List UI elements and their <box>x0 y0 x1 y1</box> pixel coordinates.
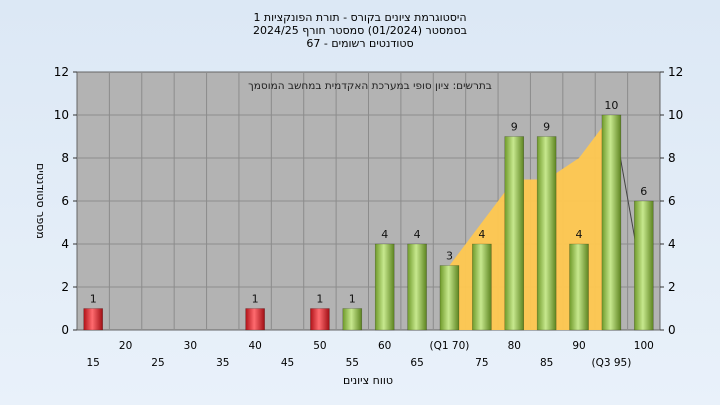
bar-75 <box>472 243 492 331</box>
data-label: 4 <box>478 228 485 241</box>
bar-170 <box>439 265 460 331</box>
y-tick-label-left: 6 <box>61 194 69 208</box>
y-tick-label-left: 10 <box>54 108 69 122</box>
data-label: 1 <box>252 293 259 306</box>
data-label: 9 <box>511 121 518 134</box>
bar-40 <box>245 308 265 331</box>
y-tick-label-left: 0 <box>61 323 69 337</box>
x-tick-label: 75 <box>475 357 488 369</box>
y-tick-label-right: 6 <box>668 194 676 208</box>
y-tick-label-right: 2 <box>668 280 676 294</box>
data-label: 4 <box>576 228 583 241</box>
x-tick-label: 40 <box>248 340 261 352</box>
y-tick-label-right: 8 <box>668 151 676 165</box>
y-tick-label-right: 10 <box>668 108 683 122</box>
bar-90 <box>569 243 589 331</box>
bar-80 <box>504 136 524 331</box>
bar-60 <box>374 243 395 331</box>
y-tick-label-right: 4 <box>668 237 676 251</box>
bar-55 <box>342 308 363 331</box>
data-label: 4 <box>414 228 421 241</box>
x-tick-label: 20 <box>119 340 132 352</box>
x-tick-label: 60 <box>378 340 391 352</box>
y-tick-label-left: 12 <box>54 65 69 79</box>
bar-65 <box>407 243 427 331</box>
x-tick-label: 55 <box>346 357 359 369</box>
x-tick-label: 15 <box>87 357 100 369</box>
x-axis-title: טווח ציונים <box>343 374 393 387</box>
y-tick-label-right: 0 <box>668 323 676 337</box>
data-label: 3 <box>446 250 453 263</box>
bar-15 <box>83 308 103 331</box>
x-tick-label: 30 <box>184 340 197 352</box>
x-tick-label: (Q3 95) <box>591 357 631 369</box>
x-tick-label: 90 <box>572 340 585 352</box>
data-label: 1 <box>90 293 97 306</box>
y-tick-label-left: 4 <box>61 237 69 251</box>
x-tick-label: 65 <box>410 357 423 369</box>
x-tick-label: 45 <box>281 357 294 369</box>
axes: 0 0 2 2 4 4 6 6 8 8 10 10 12 12 15 20 25 30 35 40 45 50 55 60 65… <box>54 65 684 369</box>
chart-title-line-1: היסטוגרמת ציונים בקורס - תורת הפונקציות … <box>253 11 467 24</box>
y-tick-label-right: 12 <box>668 65 683 79</box>
x-tick-label: 50 <box>313 340 326 352</box>
x-tick-label: 85 <box>540 357 553 369</box>
data-label: 6 <box>640 185 647 198</box>
x-tick-label: (Q1 70) <box>430 340 470 352</box>
x-tick-label: 25 <box>151 357 164 369</box>
bar-100 <box>634 200 654 331</box>
y-tick-label-left: 8 <box>61 151 69 165</box>
bar-395 <box>601 114 622 331</box>
data-label: 10 <box>604 99 618 112</box>
data-label: 1 <box>316 293 323 306</box>
chart-title-line-2: בסמסטר (01/2024) סמסטר חורף 2024/25 <box>253 24 467 37</box>
bar-85 <box>536 136 557 331</box>
bars <box>83 114 654 331</box>
data-label: 4 <box>381 228 388 241</box>
data-label: 1 <box>349 293 356 306</box>
y-tick-label-left: 2 <box>61 280 69 294</box>
x-tick-label: 80 <box>508 340 521 352</box>
chart-annotation: בתרשים: ציון סופי במערכת האקדמית במחשב ה… <box>248 80 492 92</box>
data-labels: 1 1 1 1 4 4 3 4 9 9 4 10 6 <box>90 99 648 306</box>
x-tick-label: 35 <box>216 357 229 369</box>
y-axis-title: מספר סטודנטים <box>34 163 47 239</box>
chart-title-line-3: סטודנטים רשומים - 67 <box>306 37 414 50</box>
bar-50 <box>310 308 330 331</box>
data-label: 9 <box>543 121 550 134</box>
x-tick-label: 100 <box>634 340 654 352</box>
